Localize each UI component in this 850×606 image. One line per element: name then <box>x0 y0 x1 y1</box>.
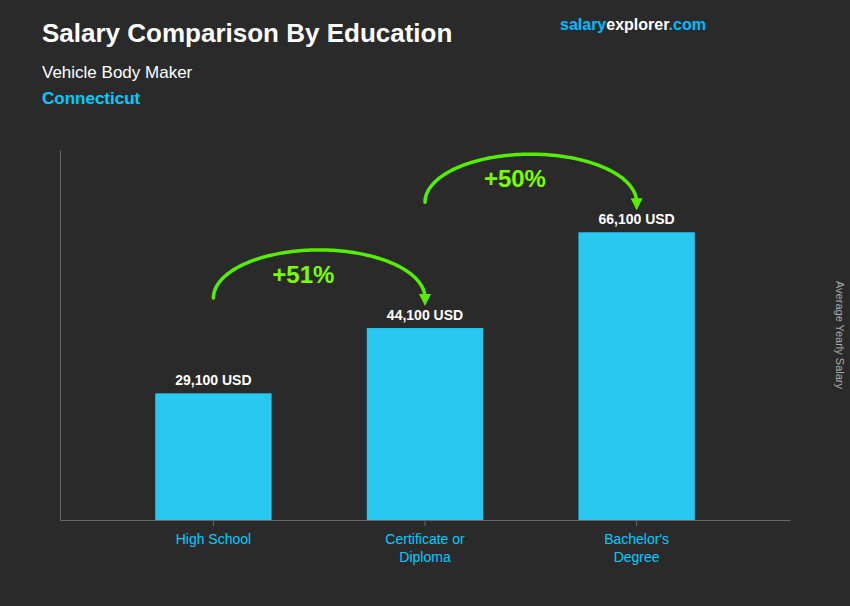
y-axis-line <box>60 151 61 521</box>
value-label: 66,100 USD <box>598 211 674 227</box>
x-tick-label: Certificate orDiploma <box>385 531 465 565</box>
x-axis: High School Certificate orDiploma Bachelor… <box>61 520 791 565</box>
growth-arrow <box>424 298 427 300</box>
value-labels: 29,100 USD 44,100 USD 66,100 USD <box>175 211 674 388</box>
x-tick: High School <box>176 520 252 547</box>
growth-arc <box>425 154 637 202</box>
x-tick: Bachelor'sDegree <box>604 520 669 565</box>
x-tick-mark <box>425 520 426 526</box>
value-label: 44,100 USD <box>387 307 463 323</box>
bar <box>578 232 694 520</box>
watermark-part: explorer <box>606 16 669 33</box>
growth-annotations: +51% +50% <box>213 154 636 300</box>
plot: High School Certificate orDiploma Bachelor… <box>61 151 791 566</box>
x-tick-label: High School <box>176 531 252 547</box>
x-tick-mark <box>636 520 637 526</box>
y-axis <box>60 151 61 521</box>
chart: Salary Comparison By Education Vehicle Bo… <box>0 0 850 606</box>
bars <box>155 232 695 520</box>
bar <box>367 328 483 520</box>
growth-arrow <box>635 202 638 204</box>
x-tick-mark <box>213 520 214 526</box>
watermark: salaryexplorer.com <box>560 16 706 33</box>
title: Salary Comparison By Education <box>42 18 452 48</box>
watermark-part: .com <box>669 16 706 33</box>
x-tick-label: Bachelor'sDegree <box>604 531 669 565</box>
subtitle: Vehicle Body Maker <box>42 63 193 82</box>
growth-label: +50% <box>484 165 546 192</box>
location: Connecticut <box>42 89 141 108</box>
bar <box>155 393 271 520</box>
background <box>0 0 850 606</box>
y-axis-label: Average Yearly Salary <box>834 281 846 390</box>
growth-arc <box>213 250 425 298</box>
x-tick: Certificate orDiploma <box>385 520 465 565</box>
growth-label: +51% <box>272 261 334 288</box>
watermark-part: salary <box>560 16 606 33</box>
value-label: 29,100 USD <box>175 372 251 388</box>
